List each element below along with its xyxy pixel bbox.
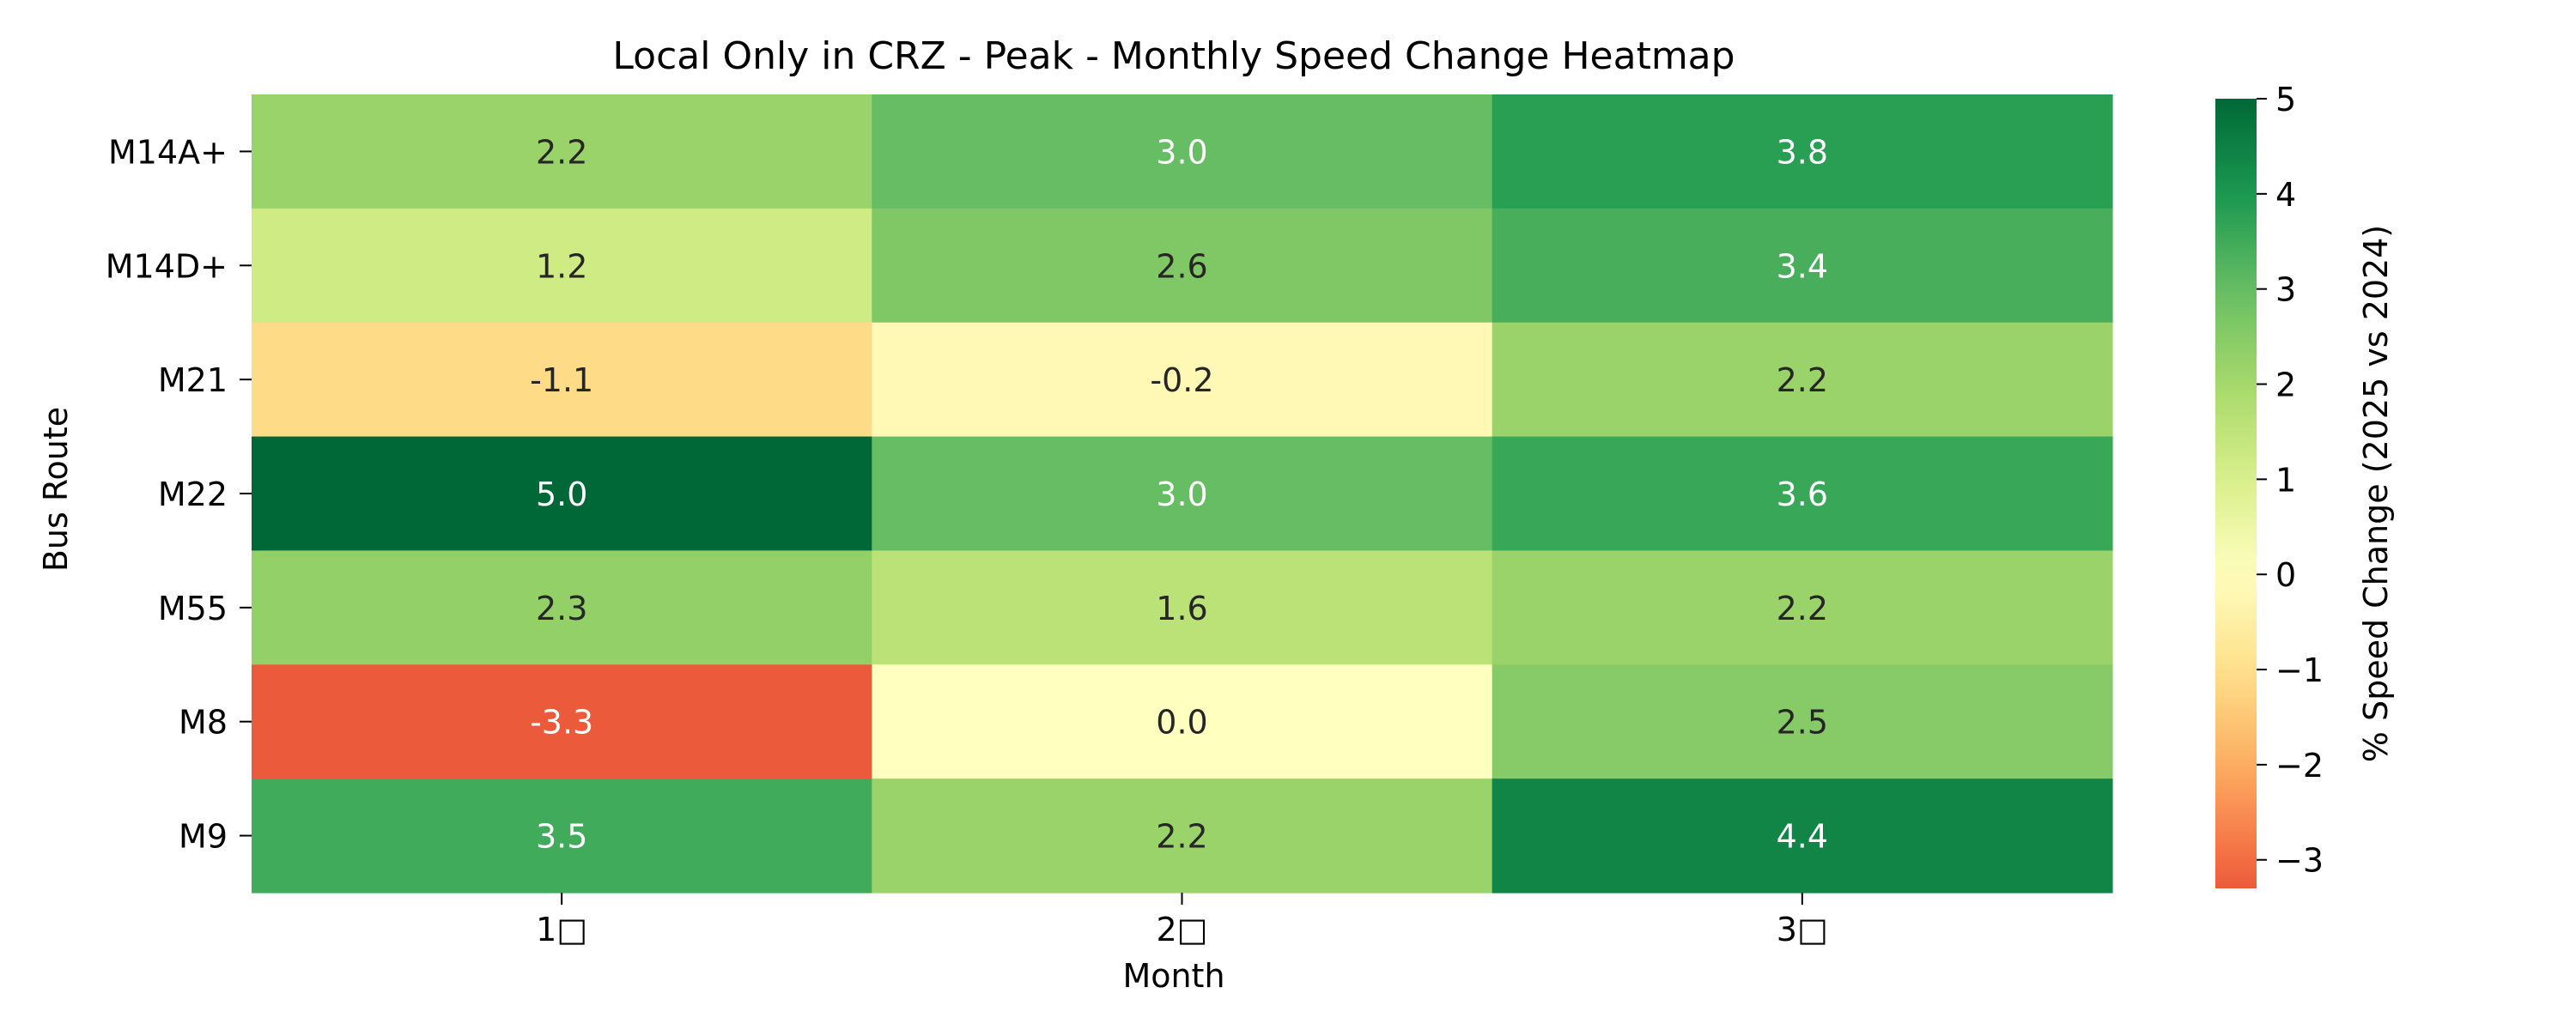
y-tick-label: M22 xyxy=(158,476,228,513)
cell-value-label: 3.4 xyxy=(1777,247,1828,285)
heatmap-cell xyxy=(252,779,872,894)
heatmap-cell xyxy=(1492,208,2113,324)
colorbar-gradient xyxy=(2215,99,2257,888)
colorbar-ticks: −3 −2 −1 0 1 2 3 4 5 xyxy=(2257,81,2324,880)
cell-value-label: 2.6 xyxy=(1156,247,1207,285)
heatmap-cell xyxy=(1492,664,2113,779)
cell-value-label: 2.3 xyxy=(536,590,587,627)
cell-value-label: 3.0 xyxy=(1156,133,1207,171)
y-tick-label: M14A+ xyxy=(108,133,228,171)
cell-value-label: 3.0 xyxy=(1156,476,1207,513)
colorbar-tick-label: 0 xyxy=(2275,556,2296,594)
cell-value-label: 3.8 xyxy=(1777,133,1828,171)
cell-value-label: 2.2 xyxy=(1777,590,1828,627)
cell-value-label: 2.2 xyxy=(1156,818,1207,856)
x-tick-label: 2□ xyxy=(1156,911,1207,948)
colorbar-tick-label: −1 xyxy=(2275,651,2324,689)
x-tick-label: 1□ xyxy=(536,911,587,948)
x-axis: 1□ 2□ 3□ xyxy=(536,893,1828,948)
cell-value-label: -1.1 xyxy=(530,361,593,399)
y-tick-label: M14D+ xyxy=(106,247,228,285)
y-tick-label: M21 xyxy=(158,361,228,399)
heatmap-cell-labels: 2.2 3.0 3.8 1.2 2.6 3.4 -1.1 -0.2 2.2 5.0 3.0 3.6 2.… xyxy=(530,133,1828,855)
x-tick-label: 3□ xyxy=(1777,911,1828,948)
cell-value-label: 2.5 xyxy=(1777,704,1828,742)
chart-title: Local Only in CRZ - Peak - Monthly Speed… xyxy=(612,34,1735,78)
heatmap-cell xyxy=(252,664,872,779)
colorbar-tick-label: 1 xyxy=(2275,461,2296,499)
cell-value-label: 3.5 xyxy=(536,818,587,856)
y-axis: M14A+ M14D+ M21 M22 M55 M8 M9 xyxy=(106,133,252,856)
cell-value-label: 2.2 xyxy=(536,133,587,171)
heatmap-cell xyxy=(252,322,872,438)
colorbar-tick-label: 2 xyxy=(2275,367,2296,404)
colorbar-tick-label: −3 xyxy=(2275,842,2324,880)
heatmap-cells xyxy=(252,94,2113,894)
y-axis-label: Bus Route xyxy=(37,407,75,572)
heatmap-cell xyxy=(872,94,1493,209)
cell-value-label: 4.4 xyxy=(1777,818,1828,856)
heatmap-cell xyxy=(872,436,1493,552)
cell-value-label: 0.0 xyxy=(1156,704,1207,742)
y-tick-label: M55 xyxy=(158,590,228,627)
cell-value-label: 5.0 xyxy=(536,476,587,513)
heatmap-cell xyxy=(872,664,1493,779)
heatmap-cell xyxy=(1492,436,2113,552)
x-axis-label: Month xyxy=(1122,957,1224,995)
heatmap-cell xyxy=(872,550,1493,665)
y-tick-label: M9 xyxy=(179,818,228,856)
heatmap-cell xyxy=(872,208,1493,324)
colorbar-tick-label: 3 xyxy=(2275,271,2296,309)
heatmap-cell xyxy=(1492,322,2113,438)
cell-value-label: -3.3 xyxy=(530,704,593,742)
cell-value-label: 1.6 xyxy=(1156,590,1207,627)
colorbar-tick-label: 4 xyxy=(2275,176,2296,214)
heatmap-cell xyxy=(872,322,1493,438)
colorbar-tick-label: −2 xyxy=(2275,747,2324,785)
heatmap-cell xyxy=(1492,550,2113,665)
colorbar xyxy=(2215,99,2257,888)
cell-value-label: -0.2 xyxy=(1150,361,1213,399)
cell-value-label: 3.6 xyxy=(1777,476,1828,513)
y-tick-label: M8 xyxy=(179,704,228,742)
heatmap-cell xyxy=(872,779,1493,894)
cell-value-label: 2.2 xyxy=(1777,361,1828,399)
heatmap-cell xyxy=(1492,94,2113,209)
heatmap-cell xyxy=(252,550,872,665)
heatmap-cell xyxy=(1492,779,2113,894)
heatmap-cell xyxy=(252,94,872,209)
heatmap-cell xyxy=(252,208,872,324)
colorbar-label: % Speed Change (2025 vs 2024) xyxy=(2357,225,2395,762)
cell-value-label: 1.2 xyxy=(536,247,587,285)
colorbar-tick-label: 5 xyxy=(2275,81,2296,118)
heatmap-cell xyxy=(252,436,872,552)
